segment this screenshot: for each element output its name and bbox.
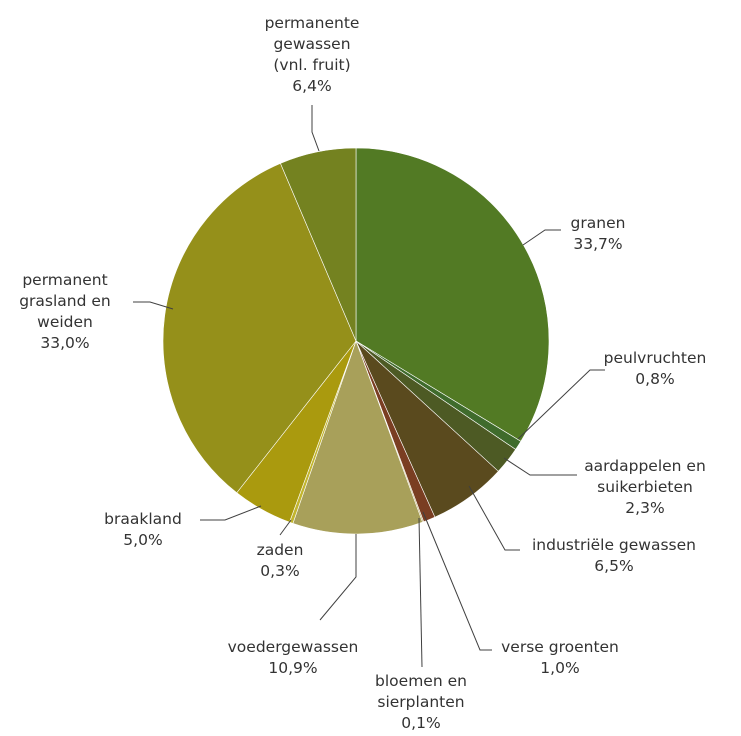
leader-line-5 [418,517,423,668]
slice-value-label: 1,0% [540,659,579,677]
slice-label-3: industriële gewassen 6,5% [532,536,696,575]
leader-lines [133,105,605,668]
slice-category-label: granen [571,214,626,232]
slice-value-label: 6,5% [594,557,633,575]
leader-line-2 [503,457,577,476]
slice-value-label: 0,8% [635,370,674,388]
slice-label-4: verse groenten 1,0% [501,638,619,677]
slice-category-label: bloemen en [375,672,467,690]
slice-category-label: industriële gewassen [532,536,696,554]
leader-line-7 [279,519,292,536]
slice-category-label: grasland en [19,292,111,310]
slice-category-label: verse groenten [501,638,619,656]
slice-category-label: suikerbieten [597,478,693,496]
slice-value-label: 0,3% [260,562,299,580]
slice-category-label: (vnl. fruit) [273,56,350,74]
slice-value-label: 6,4% [292,77,331,95]
leader-line-4 [422,511,492,651]
slice-label-6: voedergewassen 10,9% [228,638,359,677]
leader-line-3 [468,485,520,551]
slice-label-2: aardappelen en suikerbieten 2,3% [584,457,706,517]
slice-value-label: 33,7% [573,235,622,253]
slice-label-7: zaden 0,3% [257,541,304,580]
slice-category-label: sierplanten [377,693,464,711]
slice-value-label: 10,9% [268,659,317,677]
slice-value-label: 33,0% [40,334,89,352]
slice-category-label: weiden [37,313,93,331]
slice-label-8: braakland 5,0% [104,510,182,549]
pie-slices [162,147,550,535]
slice-category-label: zaden [257,541,304,559]
slice-value-label: 2,3% [625,499,664,517]
leader-line-6 [319,534,357,621]
slice-category-label: braakland [104,510,182,528]
leader-line-10 [311,105,320,152]
slice-label-1: peulvruchten 0,8% [604,349,707,388]
slice-category-label: voedergewassen [228,638,359,656]
leader-line-8 [200,505,262,521]
pie-slice-6 [292,340,423,535]
slice-label-10: permanente gewassen (vnl. fruit) 6,4% [265,14,360,95]
slice-category-label: permanent [22,271,107,289]
slice-label-9: permanent grasland en weiden 33,0% [19,271,111,352]
leader-line-0 [522,229,561,246]
pie-slice-10 [280,147,357,342]
slice-value-label: 5,0% [123,531,162,549]
slice-category-label: permanente [265,14,360,32]
slice-category-label: peulvruchten [604,349,707,367]
slice-labels: granen 33,7% peulvruchten 0,8% aardappelen e… [19,14,706,732]
slice-label-0: granen 33,7% [571,214,626,253]
slice-category-label: aardappelen en [584,457,706,475]
pie-slice-0 [355,147,550,442]
slice-label-5: bloemen en sierplanten 0,1% [375,672,467,732]
slice-value-label: 0,1% [401,714,440,732]
leader-line-9 [133,301,174,310]
leader-line-1 [517,369,605,440]
pie-slice-9 [162,163,357,494]
slice-category-label: gewassen [273,35,350,53]
